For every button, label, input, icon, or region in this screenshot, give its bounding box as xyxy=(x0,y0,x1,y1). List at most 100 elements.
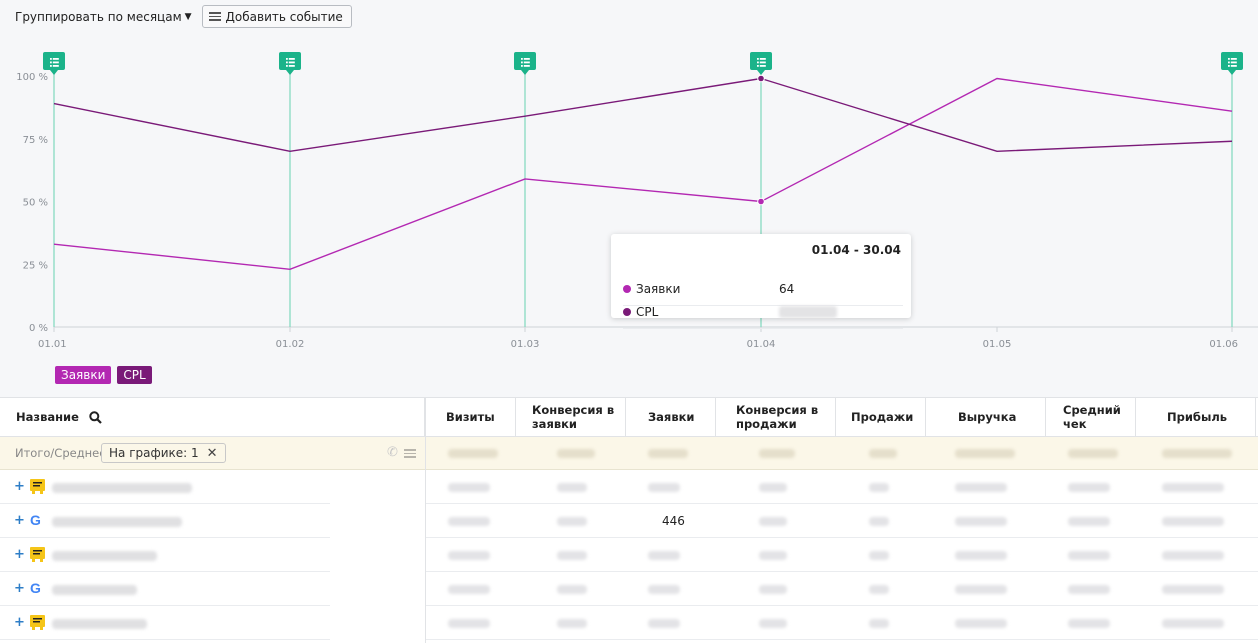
event-list-line xyxy=(1230,58,1237,60)
cell-redacted xyxy=(869,517,889,526)
row-name-redacted xyxy=(52,551,157,561)
event-list-bullet xyxy=(50,58,52,60)
totals-cell-redacted xyxy=(448,449,498,458)
series-dot-icon xyxy=(623,307,631,316)
event-list-bullet xyxy=(1228,65,1230,67)
column-header-sales[interactable]: Продажи xyxy=(836,398,926,436)
event-list-bullet xyxy=(1228,61,1230,64)
phone-icon: ✆ xyxy=(387,445,398,460)
highlight-point xyxy=(757,197,765,206)
totals-cell-redacted xyxy=(557,449,595,458)
column-header-leads[interactable]: Заявки xyxy=(626,398,716,436)
chart-panel: Группировать по месяцам ▼ Добавить событ… xyxy=(0,5,1258,384)
chevron-down-icon: ▼ xyxy=(184,11,192,22)
tooltip-label: CPL xyxy=(636,304,659,319)
totals-cell-redacted xyxy=(648,449,688,458)
close-icon[interactable]: ✕ xyxy=(206,445,218,461)
cell-redacted xyxy=(1068,585,1110,594)
table-row[interactable]: + xyxy=(0,606,1258,640)
event-marker-icon xyxy=(514,52,536,75)
chart-toolbar: Группировать по месяцам ▼ Добавить событ… xyxy=(15,5,352,28)
table-row[interactable]: + xyxy=(0,470,1258,504)
event-list-bullet xyxy=(286,61,288,64)
cell-redacted xyxy=(448,619,490,628)
legend-item-cpl[interactable]: CPL xyxy=(117,366,152,384)
event-list-line xyxy=(759,61,766,64)
expand-plus-icon[interactable]: + xyxy=(14,547,25,562)
x-tick-label: 01.03 xyxy=(511,339,540,350)
yandex-direct-icon xyxy=(30,615,45,630)
event-list-line xyxy=(1230,61,1237,64)
event-list-bullet xyxy=(757,65,759,67)
column-header-revenue[interactable]: Выручка xyxy=(926,398,1046,436)
add-event-label: Добавить событие xyxy=(225,9,343,24)
row-name-redacted xyxy=(52,483,192,493)
series-line-cpl xyxy=(53,77,1233,153)
series-line-zayavki xyxy=(53,77,1233,270)
column-header-conv-leads[interactable]: Конверсия в заявки xyxy=(516,398,626,436)
event-list-bullet xyxy=(1228,58,1230,60)
expand-plus-icon[interactable]: + xyxy=(14,513,25,528)
cell-redacted xyxy=(1162,517,1224,526)
event-list-line xyxy=(759,65,766,67)
y-tick-label: 100 % xyxy=(16,72,48,83)
event-list-line xyxy=(759,58,766,60)
table-row[interactable]: + G xyxy=(0,572,1258,606)
cell-redacted xyxy=(955,551,1007,560)
cell-redacted xyxy=(557,483,587,492)
event-list-line xyxy=(52,65,59,67)
event-list-line xyxy=(523,58,530,60)
totals-row: Итого/Среднее На графике: 1 ✕ ✆ xyxy=(0,437,1258,470)
event-marker-icon xyxy=(43,52,65,75)
row-name-redacted xyxy=(52,585,137,595)
group-by-dropdown[interactable]: Группировать по месяцам ▼ xyxy=(15,10,192,24)
y-tick-label: 50 % xyxy=(23,198,48,209)
table-row[interactable]: + xyxy=(0,538,1258,572)
cell-redacted xyxy=(448,517,490,526)
list-icon xyxy=(208,12,221,21)
event-list-line xyxy=(52,61,59,64)
name-column-gap xyxy=(330,470,425,643)
tooltip-row: Заявки 64 xyxy=(623,272,903,306)
column-header-visits[interactable]: Визиты xyxy=(426,398,516,436)
tooltip-period: 01.04 - 30.04 xyxy=(811,243,901,257)
cell-redacted xyxy=(448,483,490,492)
table-row[interactable]: +G✆446 xyxy=(0,504,1258,538)
cell-redacted xyxy=(648,551,680,560)
chart-tooltip: 01.04 - 30.04 Заявки 64 CPL xyxy=(611,234,911,329)
cell-redacted xyxy=(1068,619,1110,628)
event-list-bullet xyxy=(521,61,523,64)
expand-plus-icon[interactable]: + xyxy=(14,615,25,630)
data-table: Название Визиты Конверсия в заявки Заявк… xyxy=(0,397,1258,643)
expand-plus-icon[interactable]: + xyxy=(14,479,25,494)
cell-redacted xyxy=(869,551,889,560)
cell-redacted xyxy=(648,483,680,492)
tooltip-row: CPL xyxy=(623,295,903,329)
x-tick-label: 01.02 xyxy=(276,339,305,350)
column-header-profit[interactable]: Прибыль xyxy=(1136,398,1256,436)
event-list-line xyxy=(523,65,530,67)
event-list-line xyxy=(288,61,295,64)
google-icon: G xyxy=(30,512,41,528)
line-chart[interactable]: 100 % 75 % 50 % 25 % 0 % 01.01 01.02 01.03 01.04… xyxy=(0,40,1258,355)
event-marker-icon xyxy=(279,52,301,75)
expand-plus-icon[interactable]: + xyxy=(14,581,25,596)
cell-leads-value: 446 xyxy=(662,514,685,528)
column-header-avg-check[interactable]: Средний чек xyxy=(1046,398,1136,436)
event-list-bullet xyxy=(286,65,288,67)
header-divider xyxy=(0,436,1258,437)
cell-redacted xyxy=(1162,551,1224,560)
add-event-button[interactable]: Добавить событие xyxy=(201,5,352,28)
x-tick-label: 01.05 xyxy=(983,339,1012,350)
cell-redacted xyxy=(448,551,490,560)
search-icon[interactable] xyxy=(89,410,102,424)
cell-redacted xyxy=(557,517,587,526)
event-list-bullet xyxy=(757,61,759,64)
totals-cell-redacted xyxy=(1068,449,1118,458)
on-chart-chip-label: На графике: 1 xyxy=(109,446,199,460)
cell-redacted xyxy=(1068,483,1110,492)
cell-redacted xyxy=(955,585,1007,594)
cell-redacted xyxy=(759,551,787,560)
column-header-conv-sales[interactable]: Конверсия в продажи xyxy=(716,398,836,436)
legend-item-zayavki[interactable]: Заявки xyxy=(55,366,112,384)
